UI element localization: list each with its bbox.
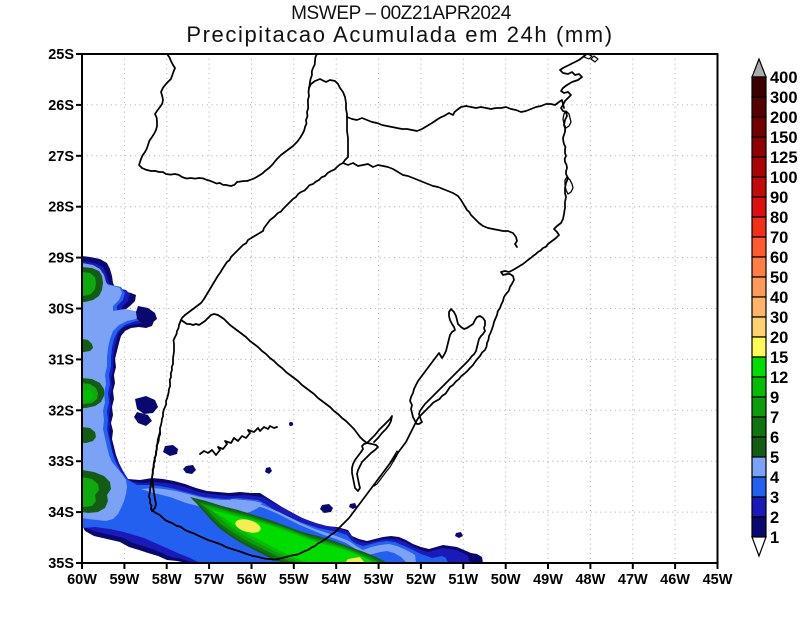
svg-text:54W: 54W	[321, 572, 351, 588]
svg-text:56W: 56W	[237, 572, 267, 588]
svg-text:29S: 29S	[48, 251, 74, 267]
svg-text:53W: 53W	[364, 572, 394, 588]
svg-text:400: 400	[770, 69, 798, 87]
svg-text:35S: 35S	[48, 556, 74, 572]
svg-text:47W: 47W	[618, 572, 648, 588]
svg-text:33S: 33S	[48, 454, 74, 470]
svg-text:300: 300	[770, 89, 798, 107]
svg-text:80: 80	[770, 209, 788, 227]
svg-text:51W: 51W	[448, 572, 478, 588]
svg-text:55W: 55W	[279, 572, 309, 588]
svg-text:125: 125	[770, 149, 798, 167]
svg-text:60W: 60W	[67, 572, 97, 588]
svg-text:9: 9	[770, 389, 779, 407]
svg-text:1: 1	[770, 529, 779, 547]
svg-text:100: 100	[770, 169, 798, 187]
svg-text:34S: 34S	[48, 505, 74, 521]
svg-text:70: 70	[770, 229, 788, 247]
svg-text:200: 200	[770, 109, 798, 127]
svg-text:15: 15	[770, 349, 788, 367]
svg-text:48W: 48W	[575, 572, 605, 588]
svg-text:25S: 25S	[48, 47, 74, 63]
svg-text:4: 4	[770, 469, 780, 487]
svg-text:26S: 26S	[48, 98, 74, 114]
svg-text:30: 30	[770, 309, 788, 327]
svg-text:5: 5	[770, 449, 779, 467]
svg-text:32S: 32S	[48, 403, 74, 419]
svg-text:20: 20	[770, 329, 788, 347]
svg-text:7: 7	[770, 409, 779, 427]
svg-text:28S: 28S	[48, 200, 74, 216]
svg-text:2: 2	[770, 509, 779, 527]
svg-text:60: 60	[770, 249, 788, 267]
svg-text:58W: 58W	[152, 572, 182, 588]
svg-text:40: 40	[770, 289, 788, 307]
svg-text:57W: 57W	[194, 572, 224, 588]
svg-text:59W: 59W	[109, 572, 139, 588]
svg-text:30S: 30S	[48, 302, 74, 318]
svg-text:46W: 46W	[660, 572, 690, 588]
svg-text:150: 150	[770, 129, 798, 147]
svg-text:MSWEP – 00Z21APR2024: MSWEP – 00Z21APR2024	[291, 3, 512, 24]
svg-text:45W: 45W	[703, 572, 733, 588]
svg-text:27S: 27S	[48, 149, 74, 165]
svg-text:6: 6	[770, 429, 779, 447]
svg-text:3: 3	[770, 489, 779, 507]
svg-text:Precipitacao Acumulada em 24h: Precipitacao Acumulada em 24h (mm)	[186, 22, 613, 47]
svg-text:52W: 52W	[406, 572, 436, 588]
svg-text:31S: 31S	[48, 352, 74, 368]
svg-text:90: 90	[770, 189, 788, 207]
svg-text:12: 12	[770, 369, 788, 387]
svg-text:49W: 49W	[533, 572, 563, 588]
svg-text:50W: 50W	[491, 572, 521, 588]
svg-text:50: 50	[770, 269, 788, 287]
